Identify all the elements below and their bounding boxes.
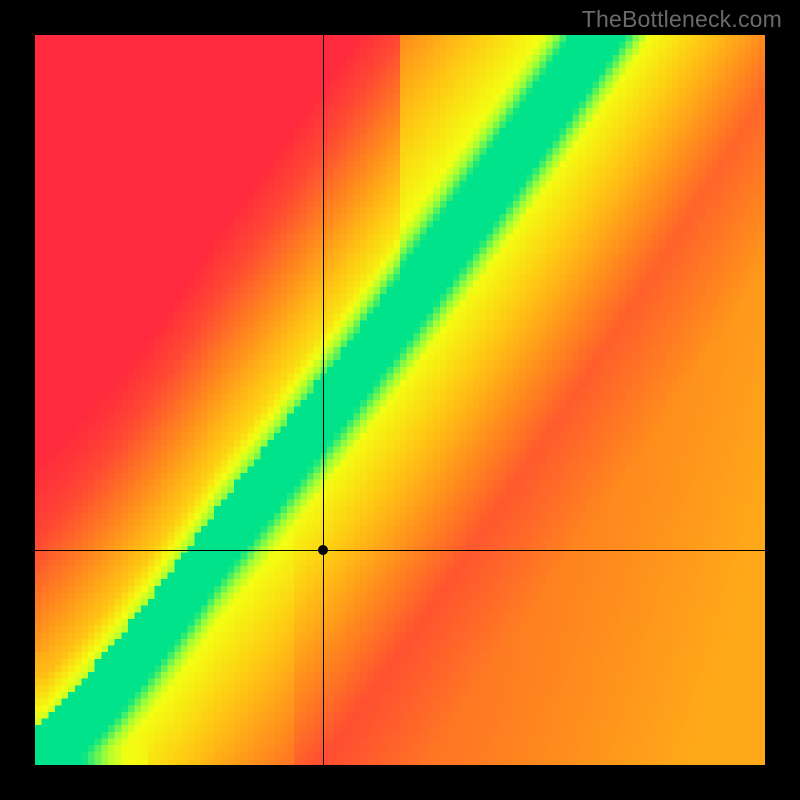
heatmap-canvas	[35, 35, 765, 765]
heatmap-plot	[35, 35, 765, 765]
watermark-text: TheBottleneck.com	[582, 6, 782, 33]
crosshair-vertical	[323, 35, 324, 765]
chart-container: TheBottleneck.com	[0, 0, 800, 800]
crosshair-marker	[318, 545, 328, 555]
crosshair-horizontal	[35, 550, 765, 551]
